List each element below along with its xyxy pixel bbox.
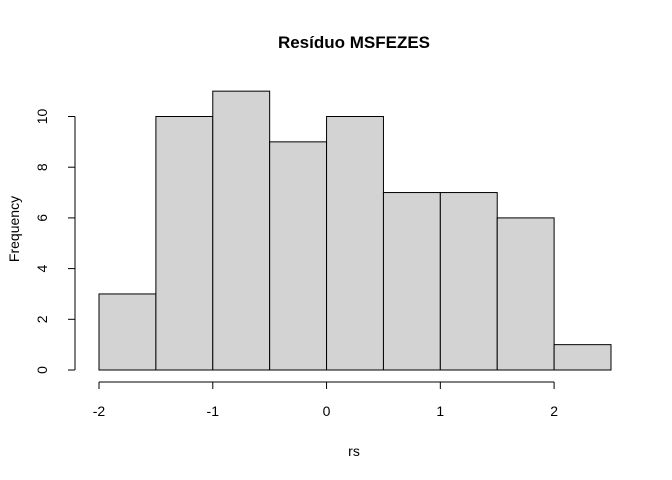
histogram-bar xyxy=(439,192,498,371)
histogram-bar xyxy=(382,192,441,371)
histogram-bar xyxy=(326,116,384,371)
bars-group xyxy=(98,90,612,371)
y-tick-label: 0 xyxy=(34,366,50,374)
chart-title: Resíduo MSFEZES xyxy=(278,33,430,52)
y-tick-label: 2 xyxy=(34,315,50,323)
y-axis: 0 2 4 6 8 10 xyxy=(34,109,76,374)
x-tick-label: 1 xyxy=(436,403,444,419)
histogram-bar xyxy=(98,293,157,371)
y-axis-label: Frequency xyxy=(6,196,22,262)
x-tick-label: 2 xyxy=(550,403,558,419)
x-tick-label: -2 xyxy=(93,403,106,419)
histogram-bar xyxy=(212,90,271,371)
x-tick-label: 0 xyxy=(323,403,331,419)
y-tick-label: 4 xyxy=(34,264,50,272)
histogram-bar xyxy=(496,217,555,371)
histogram-bar xyxy=(553,344,612,371)
x-axis-label: rs xyxy=(348,443,360,459)
histogram-bar xyxy=(155,116,214,371)
y-tick-label: 10 xyxy=(34,109,50,125)
y-tick-label: 6 xyxy=(34,214,50,222)
y-tick-label: 8 xyxy=(34,163,50,171)
x-tick-label: -1 xyxy=(207,403,220,419)
x-axis: -2 -1 0 1 2 xyxy=(93,381,558,419)
histogram-bar xyxy=(269,141,328,371)
